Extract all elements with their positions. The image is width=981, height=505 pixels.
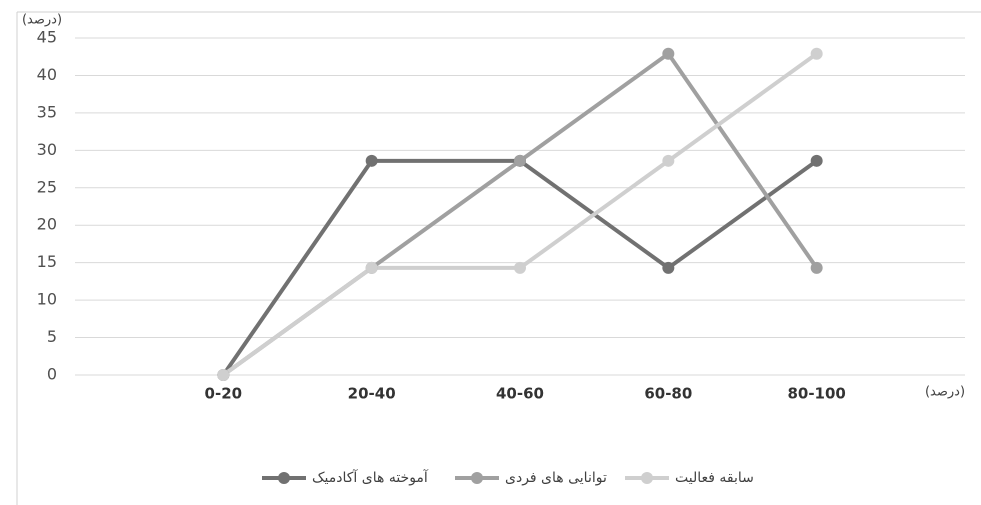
point <box>514 154 526 167</box>
x-tick-label: 60-80 <box>644 385 692 403</box>
point <box>514 261 526 274</box>
series-line <box>222 52 818 377</box>
point <box>662 154 675 167</box>
point <box>810 154 823 167</box>
x-tick-label: 40-60 <box>496 385 544 403</box>
point <box>662 47 675 60</box>
y-tick-label: 15 <box>37 252 57 271</box>
legend-marker <box>471 472 483 484</box>
y-axis-label: (درصد) <box>22 13 62 28</box>
x-tick-label: 20-40 <box>348 385 396 403</box>
y-tick-label: 35 <box>37 102 57 121</box>
y-tick-label: 20 <box>37 215 57 234</box>
y-tick-label: 0 <box>47 365 57 384</box>
series-line <box>222 51 819 377</box>
point <box>217 369 230 381</box>
point <box>810 261 823 274</box>
x-tick-label: 80-100 <box>787 385 845 403</box>
legend-label: سابقه فعالیت <box>675 470 754 486</box>
legend-label: آموخته های آکادمیک <box>312 469 429 486</box>
legend-label: توانایی های فردی <box>505 470 607 486</box>
y-tick-label: 40 <box>37 65 57 84</box>
y-tick-label: 25 <box>37 177 57 196</box>
legend-marker <box>278 472 290 484</box>
point <box>365 154 378 167</box>
point <box>662 261 675 274</box>
point <box>810 47 823 60</box>
legend-marker <box>641 472 653 484</box>
y-tick-label: 30 <box>37 140 57 159</box>
y-tick-label: 10 <box>37 290 57 309</box>
y-tick-label: 45 <box>37 28 57 47</box>
x-axis-label: (درصد) <box>925 385 965 400</box>
x-tick-label: 0-20 <box>205 385 243 403</box>
y-tick-label: 5 <box>47 327 57 346</box>
point <box>365 261 378 274</box>
